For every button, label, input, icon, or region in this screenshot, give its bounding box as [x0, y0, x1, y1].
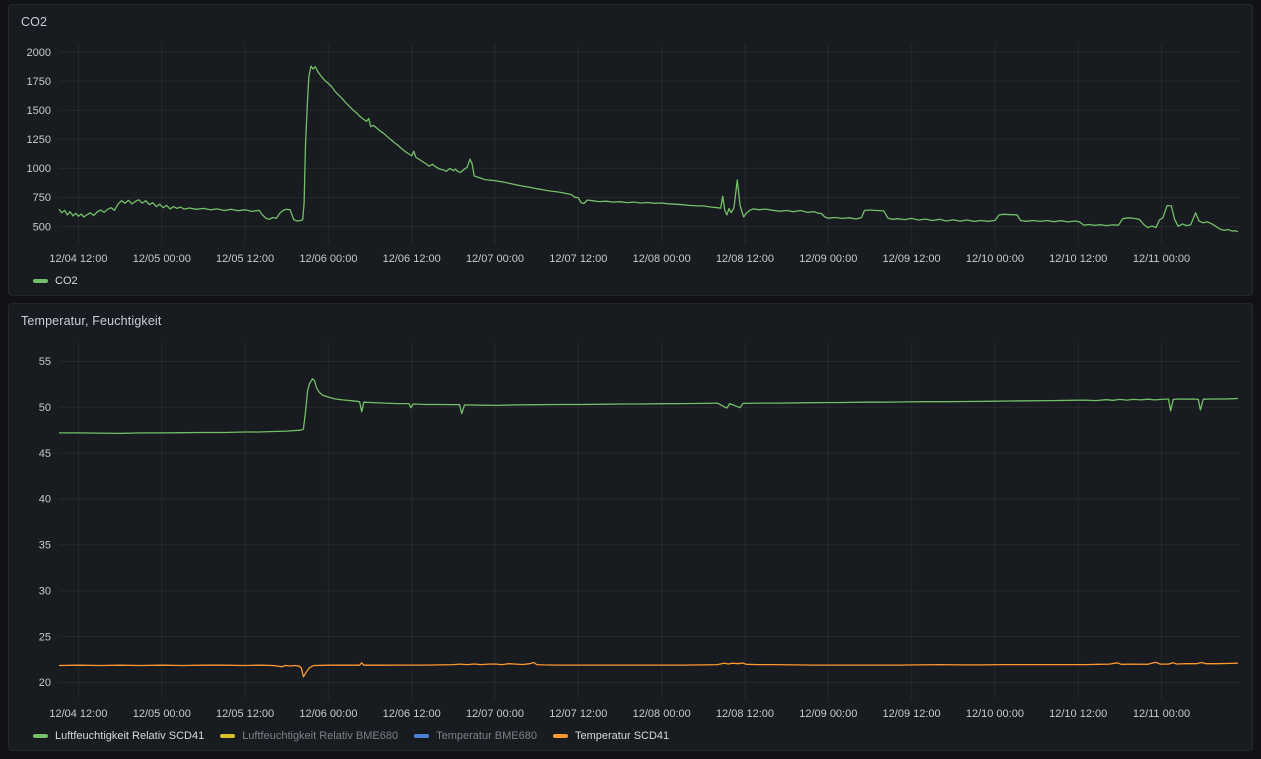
legend-item-luftfeuchtigkeit-relativ-scd41[interactable]: Luftfeuchtigkeit Relativ SCD41: [33, 730, 204, 742]
y-tick-label: 20: [39, 677, 51, 689]
x-tick-label: 12/06 00:00: [299, 253, 357, 265]
legend-swatch-co2: [33, 279, 48, 283]
x-tick-label: 12/06 00:00: [299, 708, 357, 720]
panel-temp-humidity: Temperatur, Feuchtigkeit 20 25 30 35 40 45 50 5…: [8, 303, 1253, 751]
y-tick-label: 25: [39, 631, 51, 643]
x-tick-label: 12/11 00:00: [1133, 708, 1190, 720]
x-tick-label: 12/08 00:00: [633, 708, 691, 720]
y-tick-label: 2000: [27, 47, 51, 59]
legend-item-luftfeuchtigkeit-relativ-bme680[interactable]: Luftfeuchtigkeit Relativ BME680: [220, 730, 398, 742]
x-tick-label: 12/09 12:00: [883, 708, 941, 720]
series-line-co2: [58, 65, 1239, 233]
x-tick-label: 12/10 12:00: [1049, 253, 1107, 265]
x-tick-label: 12/09 00:00: [799, 708, 857, 720]
x-tick-label: 12/04 12:00: [49, 708, 107, 720]
temp-humidity-legend: Luftfeuchtigkeit Relativ SCD41 Luftfeucht…: [17, 725, 1244, 747]
legend-label: CO2: [55, 275, 78, 287]
x-tick-label: 12/07 00:00: [466, 708, 524, 720]
legend-label: Luftfeuchtigkeit Relativ SCD41: [55, 730, 205, 742]
panel-title-temp-humidity: Temperatur, Feuchtigkeit: [21, 314, 162, 328]
panel-co2: CO2 500 750 1000 1250 1500 1750 2000 12/04 12:0…: [8, 4, 1253, 296]
x-tick-label: 12/05 00:00: [133, 253, 191, 265]
legend-label: Temperatur BME680: [436, 730, 537, 742]
x-tick-label: 12/06 12:00: [383, 253, 441, 265]
x-tick-label: 12/10 12:00: [1049, 708, 1107, 720]
y-tick-label: 30: [39, 585, 51, 597]
series-line-luftfeuchtigkeit-relativ-scd41: [59, 378, 1238, 435]
y-tick-label: 1500: [27, 105, 51, 117]
co2-chart-area: 500 750 1000 1250 1500 1750 2000 12/04 12:00 12/…: [17, 34, 1244, 270]
y-tick-label: 50: [39, 402, 51, 414]
legend-swatch-luftfeuchtigkeit-relativ-scd41: [33, 734, 48, 738]
y-tick-label: 40: [39, 494, 51, 506]
legend-swatch-temperatur-scd41: [553, 734, 568, 738]
x-tick-label: 12/04 12:00: [49, 253, 107, 265]
legend-label: Luftfeuchtigkeit Relativ BME680: [242, 730, 399, 742]
y-tick-label: 1750: [27, 76, 51, 88]
temp-humidity-timeseries-plot[interactable]: 20 25 30 35 40 45 50 55 12/04 12:00 12/05 00:00 12…: [17, 333, 1246, 725]
y-tick-label: 1000: [27, 163, 51, 175]
x-tick-label: 12/09 12:00: [883, 253, 941, 265]
x-tick-label: 12/10 00:00: [966, 253, 1024, 265]
x-tick-label: 12/07 12:00: [549, 708, 607, 720]
x-tick-label: 12/05 12:00: [216, 253, 274, 265]
co2-legend: CO2: [17, 270, 1244, 292]
x-tick-label: 12/06 12:00: [383, 708, 441, 720]
y-tick-label: 45: [39, 448, 51, 460]
panel-header-co2[interactable]: CO2: [17, 10, 1244, 34]
co2-timeseries-plot[interactable]: 500 750 1000 1250 1500 1750 2000 12/04 12:00 12/…: [17, 34, 1246, 270]
x-tick-label: 12/05 12:00: [216, 708, 274, 720]
y-tick-label: 1250: [27, 134, 51, 146]
x-tick-label: 12/07 00:00: [466, 253, 524, 265]
legend-swatch-luftfeuchtigkeit-relativ-bme680: [220, 734, 236, 738]
series-line-temperatur-scd41: [58, 661, 1238, 678]
x-tick-label: 12/08 00:00: [633, 253, 691, 265]
legend-swatch-temperatur-bme680: [414, 734, 430, 738]
y-tick-label: 35: [39, 540, 51, 552]
legend-item-temperatur-bme680[interactable]: Temperatur BME680: [414, 730, 537, 742]
legend-label: Temperatur SCD41: [575, 730, 670, 742]
x-tick-label: 12/10 00:00: [966, 708, 1024, 720]
y-tick-label: 55: [39, 356, 51, 368]
y-tick-label: 500: [33, 221, 51, 233]
legend-item-temperatur-scd41[interactable]: Temperatur SCD41: [553, 730, 669, 742]
x-tick-label: 12/09 00:00: [799, 253, 857, 265]
x-tick-label: 12/05 00:00: [133, 708, 191, 720]
x-tick-label: 12/08 12:00: [716, 253, 774, 265]
x-tick-label: 12/07 12:00: [549, 253, 607, 265]
temp-humidity-chart-area: 20 25 30 35 40 45 50 55 12/04 12:00 12/05 00:00 12…: [17, 333, 1244, 725]
y-tick-label: 750: [33, 192, 51, 204]
x-tick-label: 12/08 12:00: [716, 708, 774, 720]
panel-header-temp-humidity[interactable]: Temperatur, Feuchtigkeit: [17, 309, 1244, 333]
x-tick-label: 12/11 00:00: [1133, 253, 1190, 265]
panel-title-co2: CO2: [21, 15, 48, 29]
legend-item-co2[interactable]: CO2: [33, 275, 78, 287]
